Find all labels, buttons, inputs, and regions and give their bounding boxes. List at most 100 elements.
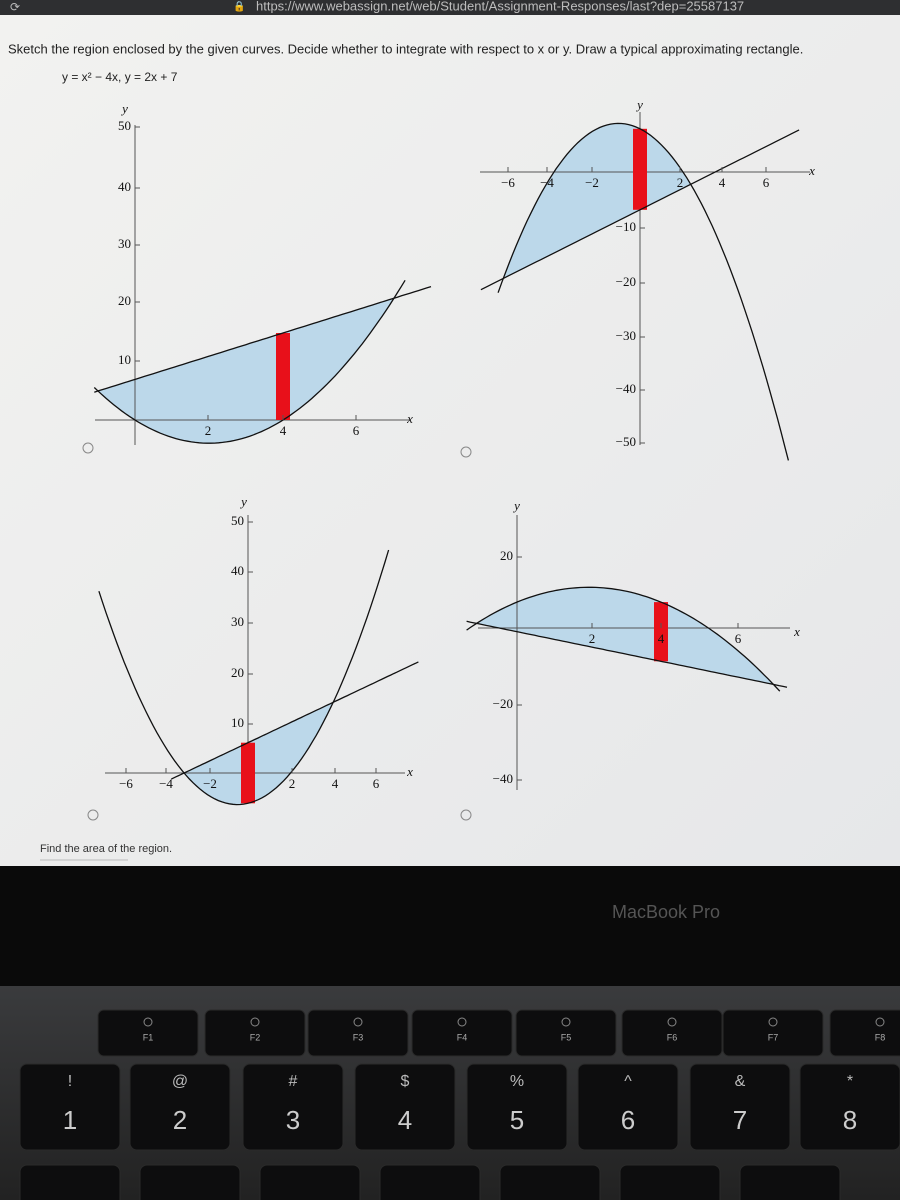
laptop-brand: MacBook Pro: [612, 902, 720, 922]
line-curve: [480, 129, 800, 291]
y-tick-label: 10: [231, 715, 244, 730]
function-key[interactable]: [621, 1009, 723, 1057]
radio-option[interactable]: [460, 809, 472, 821]
function-key-label: F4: [457, 1032, 468, 1042]
key-icon: [768, 1017, 778, 1027]
function-key-label: F7: [768, 1032, 779, 1042]
area-prompt: Find the area of the region.: [40, 843, 172, 855]
key-digit: 5: [510, 1105, 524, 1135]
key-digit: 3: [286, 1105, 300, 1135]
letter-key[interactable]: [139, 1164, 241, 1200]
x-tick-label: −6: [501, 175, 515, 190]
key-symbol: &: [735, 1073, 746, 1090]
url[interactable]: https://www.webassign.net/web/Student/As…: [256, 0, 744, 13]
graph: 50 40 30 20 10 −6 −4 −2 2 4 6 y x: [98, 494, 419, 806]
number-key[interactable]: [466, 1063, 568, 1151]
letter-key[interactable]: [739, 1164, 841, 1200]
function-key[interactable]: [515, 1009, 617, 1057]
lock-icon: 🔒: [233, 1, 245, 13]
function-key[interactable]: [307, 1009, 409, 1057]
approx-rectangle: [633, 128, 647, 210]
approx-rectangle: [241, 742, 255, 804]
function-key[interactable]: [722, 1009, 824, 1057]
x-tick-label: 4: [280, 423, 287, 438]
graph-options: 50 40 30 20 10 2 4 6 y x −10 −20 −30 −40 −50 −6 −4 −2 2 4 6 y…: [93, 97, 815, 806]
function-key-label: F2: [250, 1032, 261, 1042]
parabola: [98, 549, 390, 806]
y-tick-label: −40: [493, 771, 513, 786]
y-tick-label: 40: [231, 563, 244, 578]
x-tick-label: 6: [353, 423, 360, 438]
key-icon: [143, 1017, 153, 1027]
number-key[interactable]: [354, 1063, 456, 1151]
letter-key[interactable]: [499, 1164, 601, 1200]
bezel: [0, 866, 900, 986]
keys: F1 F2 F3 F4 F5 F6 F7 F8! 1 @2 #3 $4% 5 ^ 6 & 7 * 8: [19, 1009, 900, 1200]
number-key[interactable]: [577, 1063, 679, 1151]
approx-rectangle: [276, 333, 290, 420]
key-icon: [667, 1017, 677, 1027]
x-tick-label: 4: [658, 631, 665, 646]
letter-key[interactable]: [619, 1164, 721, 1200]
y-tick-label: 20: [500, 548, 513, 563]
number-key[interactable]: [799, 1063, 900, 1151]
key-symbol: @: [172, 1073, 188, 1090]
x-tick-label: 2: [589, 631, 596, 646]
screen: [0, 0, 900, 866]
number-key[interactable]: [19, 1063, 121, 1151]
function-key[interactable]: [204, 1009, 306, 1057]
key-digit: 8: [843, 1105, 857, 1135]
region: [184, 702, 334, 805]
radio-option[interactable]: [460, 446, 472, 458]
x-tick-label: 2: [677, 175, 684, 190]
function-key[interactable]: [411, 1009, 513, 1057]
x-tick-label: −4: [540, 175, 554, 190]
function-key-label: F1: [143, 1032, 154, 1042]
key-icon: [875, 1017, 885, 1027]
line-curve: [94, 285, 432, 393]
graph: −10 −20 −30 −40 −50 −6 −4 −2 2 4 6 y x: [480, 97, 815, 461]
y-tick-label: 50: [231, 513, 244, 528]
function-key[interactable]: [97, 1009, 199, 1057]
y-tick-label: −20: [616, 274, 636, 289]
x-axis-label: x: [406, 411, 413, 426]
line-curve: [171, 661, 419, 780]
radio-option[interactable]: [82, 442, 94, 454]
radio-option[interactable]: [87, 809, 99, 821]
number-key[interactable]: [129, 1063, 231, 1151]
x-tick-label: 4: [332, 776, 339, 791]
y-axis-label: y: [635, 97, 643, 112]
x-tick-label: −4: [159, 776, 173, 791]
region: [98, 298, 394, 444]
letter-key[interactable]: [259, 1164, 361, 1200]
letter-key[interactable]: [19, 1164, 121, 1200]
function-key-label: F5: [561, 1032, 572, 1042]
key-symbol: !: [68, 1073, 72, 1090]
y-tick-label: 50: [118, 118, 131, 133]
y-tick-label: 30: [231, 614, 244, 629]
y-tick-label: 20: [118, 293, 131, 308]
x-tick-label: 2: [205, 423, 212, 438]
function-key[interactable]: [829, 1009, 900, 1057]
browser-bar: [0, 0, 900, 15]
x-tick-label: 2: [289, 776, 296, 791]
graph: 50 40 30 20 10 2 4 6 y x: [93, 101, 432, 445]
region: [476, 587, 774, 685]
key-symbol: %: [510, 1073, 524, 1090]
parabola: [466, 586, 781, 692]
key-digit: 7: [733, 1105, 747, 1135]
y-tick-label: 20: [231, 665, 244, 680]
key-icon: [457, 1017, 467, 1027]
x-tick-label: −6: [119, 776, 133, 791]
key-digit: 6: [621, 1105, 635, 1135]
approx-rectangle: [654, 602, 668, 662]
letter-key[interactable]: [379, 1164, 481, 1200]
x-tick-label: −2: [203, 776, 217, 791]
reload-icon[interactable]: ⟳: [10, 0, 20, 14]
y-axis-label: y: [512, 498, 520, 513]
x-tick-label: 6: [373, 776, 380, 791]
key-digit: 1: [63, 1105, 77, 1135]
number-key[interactable]: [242, 1063, 344, 1151]
number-key[interactable]: [689, 1063, 791, 1151]
key-icon: [353, 1017, 363, 1027]
